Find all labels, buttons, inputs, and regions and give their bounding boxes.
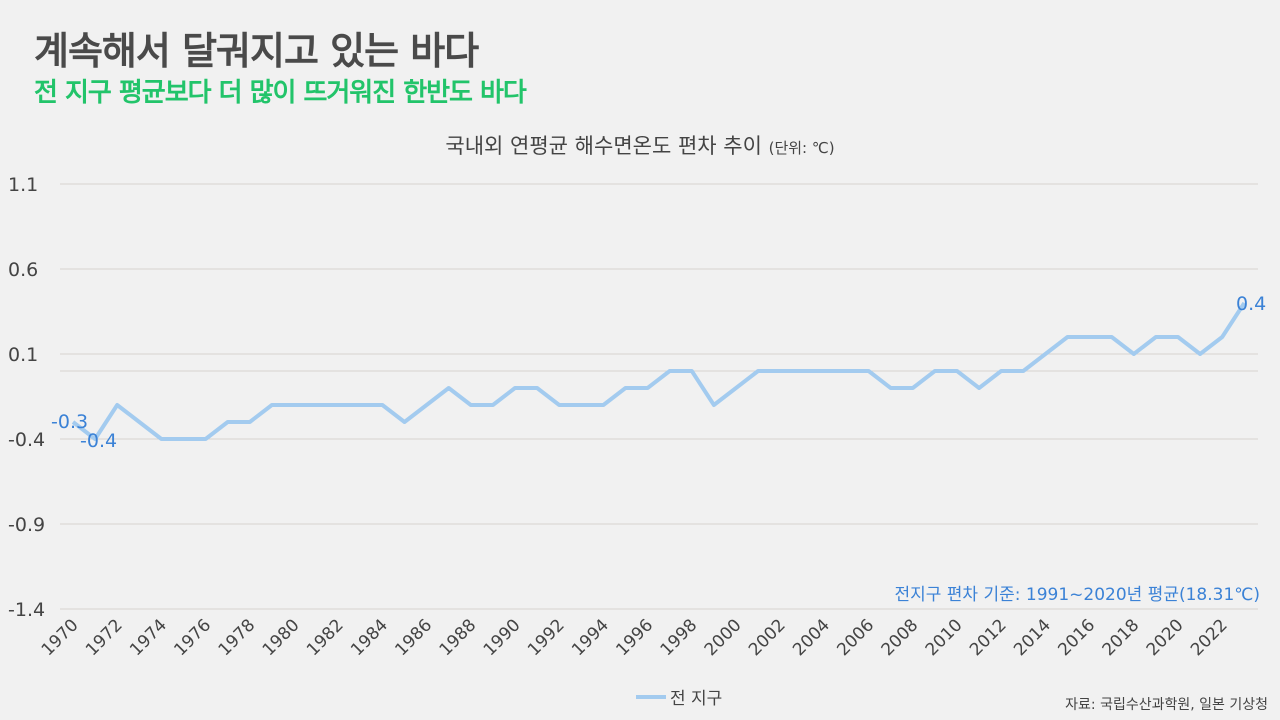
x-tick-label: 1972 — [82, 615, 127, 660]
x-tick-label: 1992 — [524, 615, 569, 660]
x-tick-label: 1998 — [657, 615, 702, 660]
x-tick-label: 2002 — [745, 615, 790, 660]
series-line-global — [71, 301, 1246, 441]
x-tick-label: 1982 — [303, 615, 348, 660]
x-tick-label: 1990 — [480, 615, 525, 660]
data-label: 0.4 — [1236, 293, 1266, 315]
y-tick-label: 0.1 — [8, 344, 38, 366]
chart-title: 국내외 연평균 해수면온도 편차 추이 (단위: ℃) — [0, 130, 1280, 160]
page-subtitle: 전 지구 평균보다 더 많이 뜨거워진 한반도 바다 — [34, 78, 527, 108]
x-tick-label: 2016 — [1054, 615, 1099, 660]
x-tick-label: 1994 — [568, 615, 613, 660]
x-tick-label: 1976 — [170, 615, 215, 660]
y-tick-label: 1.1 — [8, 174, 38, 196]
x-tick-label: 1974 — [126, 615, 171, 660]
x-tick-label: 2006 — [833, 615, 878, 660]
data-label: -0.4 — [80, 430, 117, 452]
y-tick-label: -0.4 — [8, 429, 45, 451]
legend: 전 지구 — [636, 684, 722, 709]
page-title: 계속해서 달궈지고 있는 바다 — [34, 29, 479, 73]
x-tick-label: 2012 — [966, 615, 1011, 660]
x-tick-label: 2014 — [1010, 615, 1055, 660]
legend-label: 전 지구 — [670, 689, 723, 709]
x-tick-label: 2008 — [878, 615, 923, 660]
data-label: -0.3 — [51, 411, 88, 433]
x-tick-label: 2020 — [1143, 615, 1188, 660]
x-tick-label: 2004 — [789, 615, 834, 660]
y-tick-label: 0.6 — [8, 259, 38, 281]
x-tick-label: 1986 — [391, 615, 436, 660]
baseline-note: 전지구 편차 기준: 1991~2020년 평균(18.31℃) — [894, 585, 1260, 605]
x-tick-label: 2018 — [1099, 615, 1144, 660]
y-tick-label: -1.4 — [8, 599, 45, 621]
x-tick-label: 1970 — [38, 615, 83, 660]
x-tick-label: 2000 — [701, 615, 746, 660]
y-tick-label: -0.9 — [8, 514, 45, 536]
x-tick-label: 1978 — [215, 615, 260, 660]
x-tick-label: 1996 — [612, 615, 657, 660]
x-tick-label: 1988 — [436, 615, 481, 660]
x-tick-label: 1984 — [347, 615, 392, 660]
source-note: 자료: 국립수산과학원, 일본 기상청 — [1065, 697, 1268, 713]
legend-swatch — [636, 694, 666, 699]
x-tick-label: 1980 — [259, 615, 304, 660]
x-tick-label: 2022 — [1187, 615, 1232, 660]
chart-unit: (단위: ℃) — [768, 139, 835, 157]
x-tick-label: 2010 — [922, 615, 967, 660]
chart-title-text: 국내외 연평균 해수면온도 편차 추이 — [445, 134, 762, 158]
